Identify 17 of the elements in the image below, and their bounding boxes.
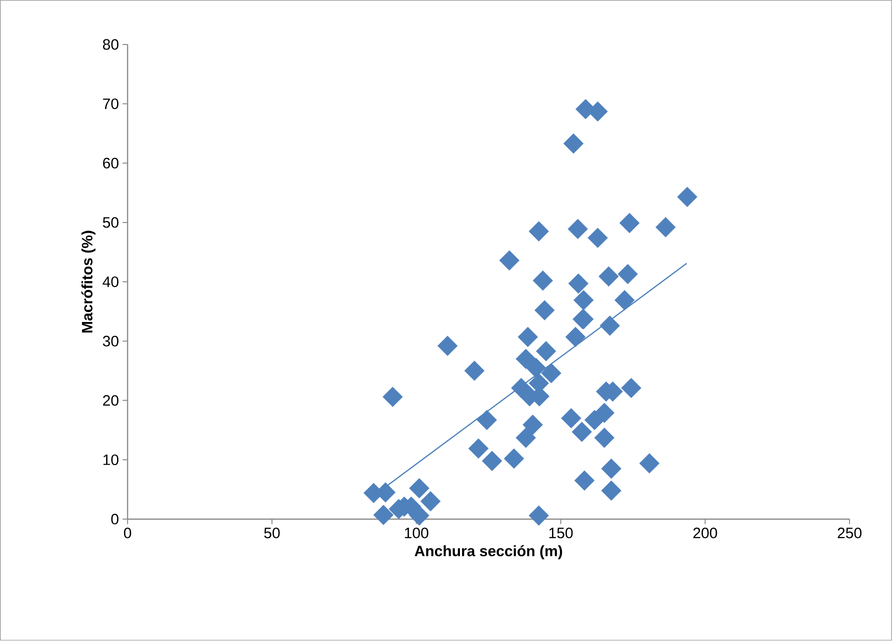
y-axis-title: Macrófitos (%) <box>81 230 96 333</box>
x-axis-title: Anchura sección (m) <box>414 545 562 560</box>
y-tick-label: 60 <box>103 158 118 169</box>
x-tick-label: 50 <box>264 528 280 538</box>
y-tick-label: 40 <box>102 276 118 288</box>
y-tick-label: 0 <box>111 514 118 525</box>
y-tick-label: 80 <box>102 39 118 50</box>
x-tick-label: 150 <box>549 528 573 538</box>
x-tick-label: 100 <box>404 528 428 538</box>
x-tick-label: 250 <box>838 528 862 538</box>
y-tick-label: 50 <box>102 217 118 228</box>
y-tick-label: 30 <box>102 336 118 347</box>
x-tick-label: 200 <box>693 528 718 538</box>
y-tick-label: 10 <box>103 454 118 466</box>
x-tick-label: 0 <box>124 528 132 538</box>
y-tick-label: 70 <box>103 98 118 110</box>
y-tick-label: 20 <box>103 395 118 406</box>
